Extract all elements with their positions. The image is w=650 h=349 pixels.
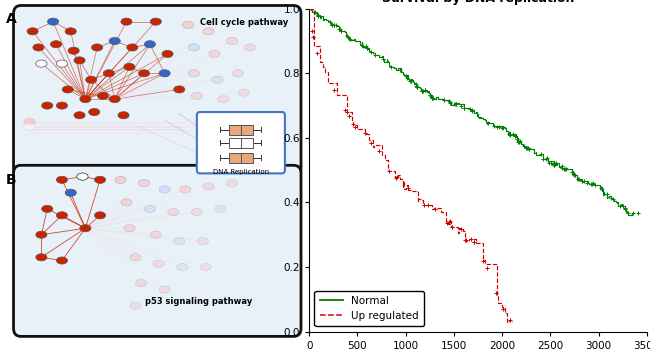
Ellipse shape — [121, 199, 132, 206]
Ellipse shape — [159, 286, 170, 293]
Text: DNA Replication: DNA Replication — [213, 169, 269, 174]
FancyBboxPatch shape — [197, 112, 285, 173]
Legend: Normal, Up regulated: Normal, Up regulated — [315, 291, 424, 326]
Ellipse shape — [118, 112, 129, 119]
Ellipse shape — [62, 86, 73, 93]
Ellipse shape — [27, 28, 38, 35]
Ellipse shape — [200, 263, 211, 270]
Ellipse shape — [130, 302, 141, 309]
Ellipse shape — [57, 60, 68, 67]
Title: Survival by DNA replication: Survival by DNA replication — [382, 0, 574, 5]
Ellipse shape — [77, 173, 88, 180]
Ellipse shape — [92, 44, 103, 51]
Ellipse shape — [239, 89, 250, 96]
Ellipse shape — [80, 225, 91, 232]
Ellipse shape — [24, 118, 36, 125]
Ellipse shape — [24, 123, 36, 130]
Ellipse shape — [36, 60, 47, 67]
Ellipse shape — [174, 238, 185, 245]
Ellipse shape — [94, 176, 106, 183]
Ellipse shape — [74, 112, 85, 119]
Ellipse shape — [47, 18, 58, 25]
Ellipse shape — [153, 260, 164, 267]
Ellipse shape — [65, 189, 76, 196]
Ellipse shape — [188, 70, 200, 77]
Ellipse shape — [36, 254, 47, 261]
Ellipse shape — [203, 183, 215, 190]
Ellipse shape — [179, 186, 190, 193]
Bar — [229, 125, 253, 135]
Text: p53 signaling pathway: p53 signaling pathway — [146, 297, 253, 306]
Ellipse shape — [177, 263, 188, 270]
Ellipse shape — [36, 231, 47, 238]
Ellipse shape — [212, 76, 223, 83]
Ellipse shape — [162, 50, 173, 58]
Ellipse shape — [136, 280, 147, 287]
FancyBboxPatch shape — [14, 165, 301, 336]
Ellipse shape — [57, 212, 68, 219]
Ellipse shape — [88, 109, 99, 116]
Text: B: B — [6, 173, 17, 187]
Ellipse shape — [68, 47, 79, 54]
Ellipse shape — [109, 37, 120, 45]
Ellipse shape — [214, 205, 226, 213]
Ellipse shape — [150, 18, 161, 25]
Ellipse shape — [209, 50, 220, 58]
Ellipse shape — [51, 41, 62, 48]
Ellipse shape — [124, 225, 135, 232]
Ellipse shape — [65, 28, 76, 35]
Ellipse shape — [232, 70, 244, 77]
Ellipse shape — [94, 212, 106, 219]
Ellipse shape — [188, 44, 200, 51]
Ellipse shape — [191, 92, 202, 99]
Ellipse shape — [33, 44, 44, 51]
Ellipse shape — [86, 76, 97, 83]
Ellipse shape — [80, 96, 91, 103]
Ellipse shape — [74, 57, 85, 64]
Ellipse shape — [138, 70, 150, 77]
Ellipse shape — [57, 102, 68, 109]
Ellipse shape — [130, 254, 141, 261]
Ellipse shape — [121, 18, 132, 25]
Ellipse shape — [159, 70, 170, 77]
Ellipse shape — [115, 176, 126, 183]
Ellipse shape — [124, 63, 135, 70]
Text: A: A — [6, 12, 17, 26]
Bar — [229, 138, 253, 148]
Ellipse shape — [191, 209, 202, 216]
Ellipse shape — [98, 92, 109, 99]
Ellipse shape — [144, 205, 155, 213]
Ellipse shape — [138, 179, 150, 187]
FancyBboxPatch shape — [14, 6, 301, 177]
Ellipse shape — [174, 86, 185, 93]
Ellipse shape — [226, 37, 238, 45]
Ellipse shape — [183, 21, 194, 28]
Ellipse shape — [226, 179, 238, 187]
Ellipse shape — [203, 28, 215, 35]
Ellipse shape — [77, 173, 88, 180]
Ellipse shape — [197, 238, 208, 245]
Ellipse shape — [244, 44, 255, 51]
Ellipse shape — [168, 209, 179, 216]
Bar — [229, 153, 253, 163]
Ellipse shape — [109, 96, 120, 103]
Ellipse shape — [127, 44, 138, 51]
Ellipse shape — [159, 186, 170, 193]
Ellipse shape — [144, 41, 155, 48]
Text: Cell cycle pathway: Cell cycle pathway — [200, 18, 288, 28]
Ellipse shape — [42, 205, 53, 213]
Ellipse shape — [42, 102, 53, 109]
Ellipse shape — [150, 231, 161, 238]
Ellipse shape — [218, 96, 229, 103]
Ellipse shape — [57, 176, 68, 183]
Ellipse shape — [57, 257, 68, 264]
Ellipse shape — [103, 70, 114, 77]
